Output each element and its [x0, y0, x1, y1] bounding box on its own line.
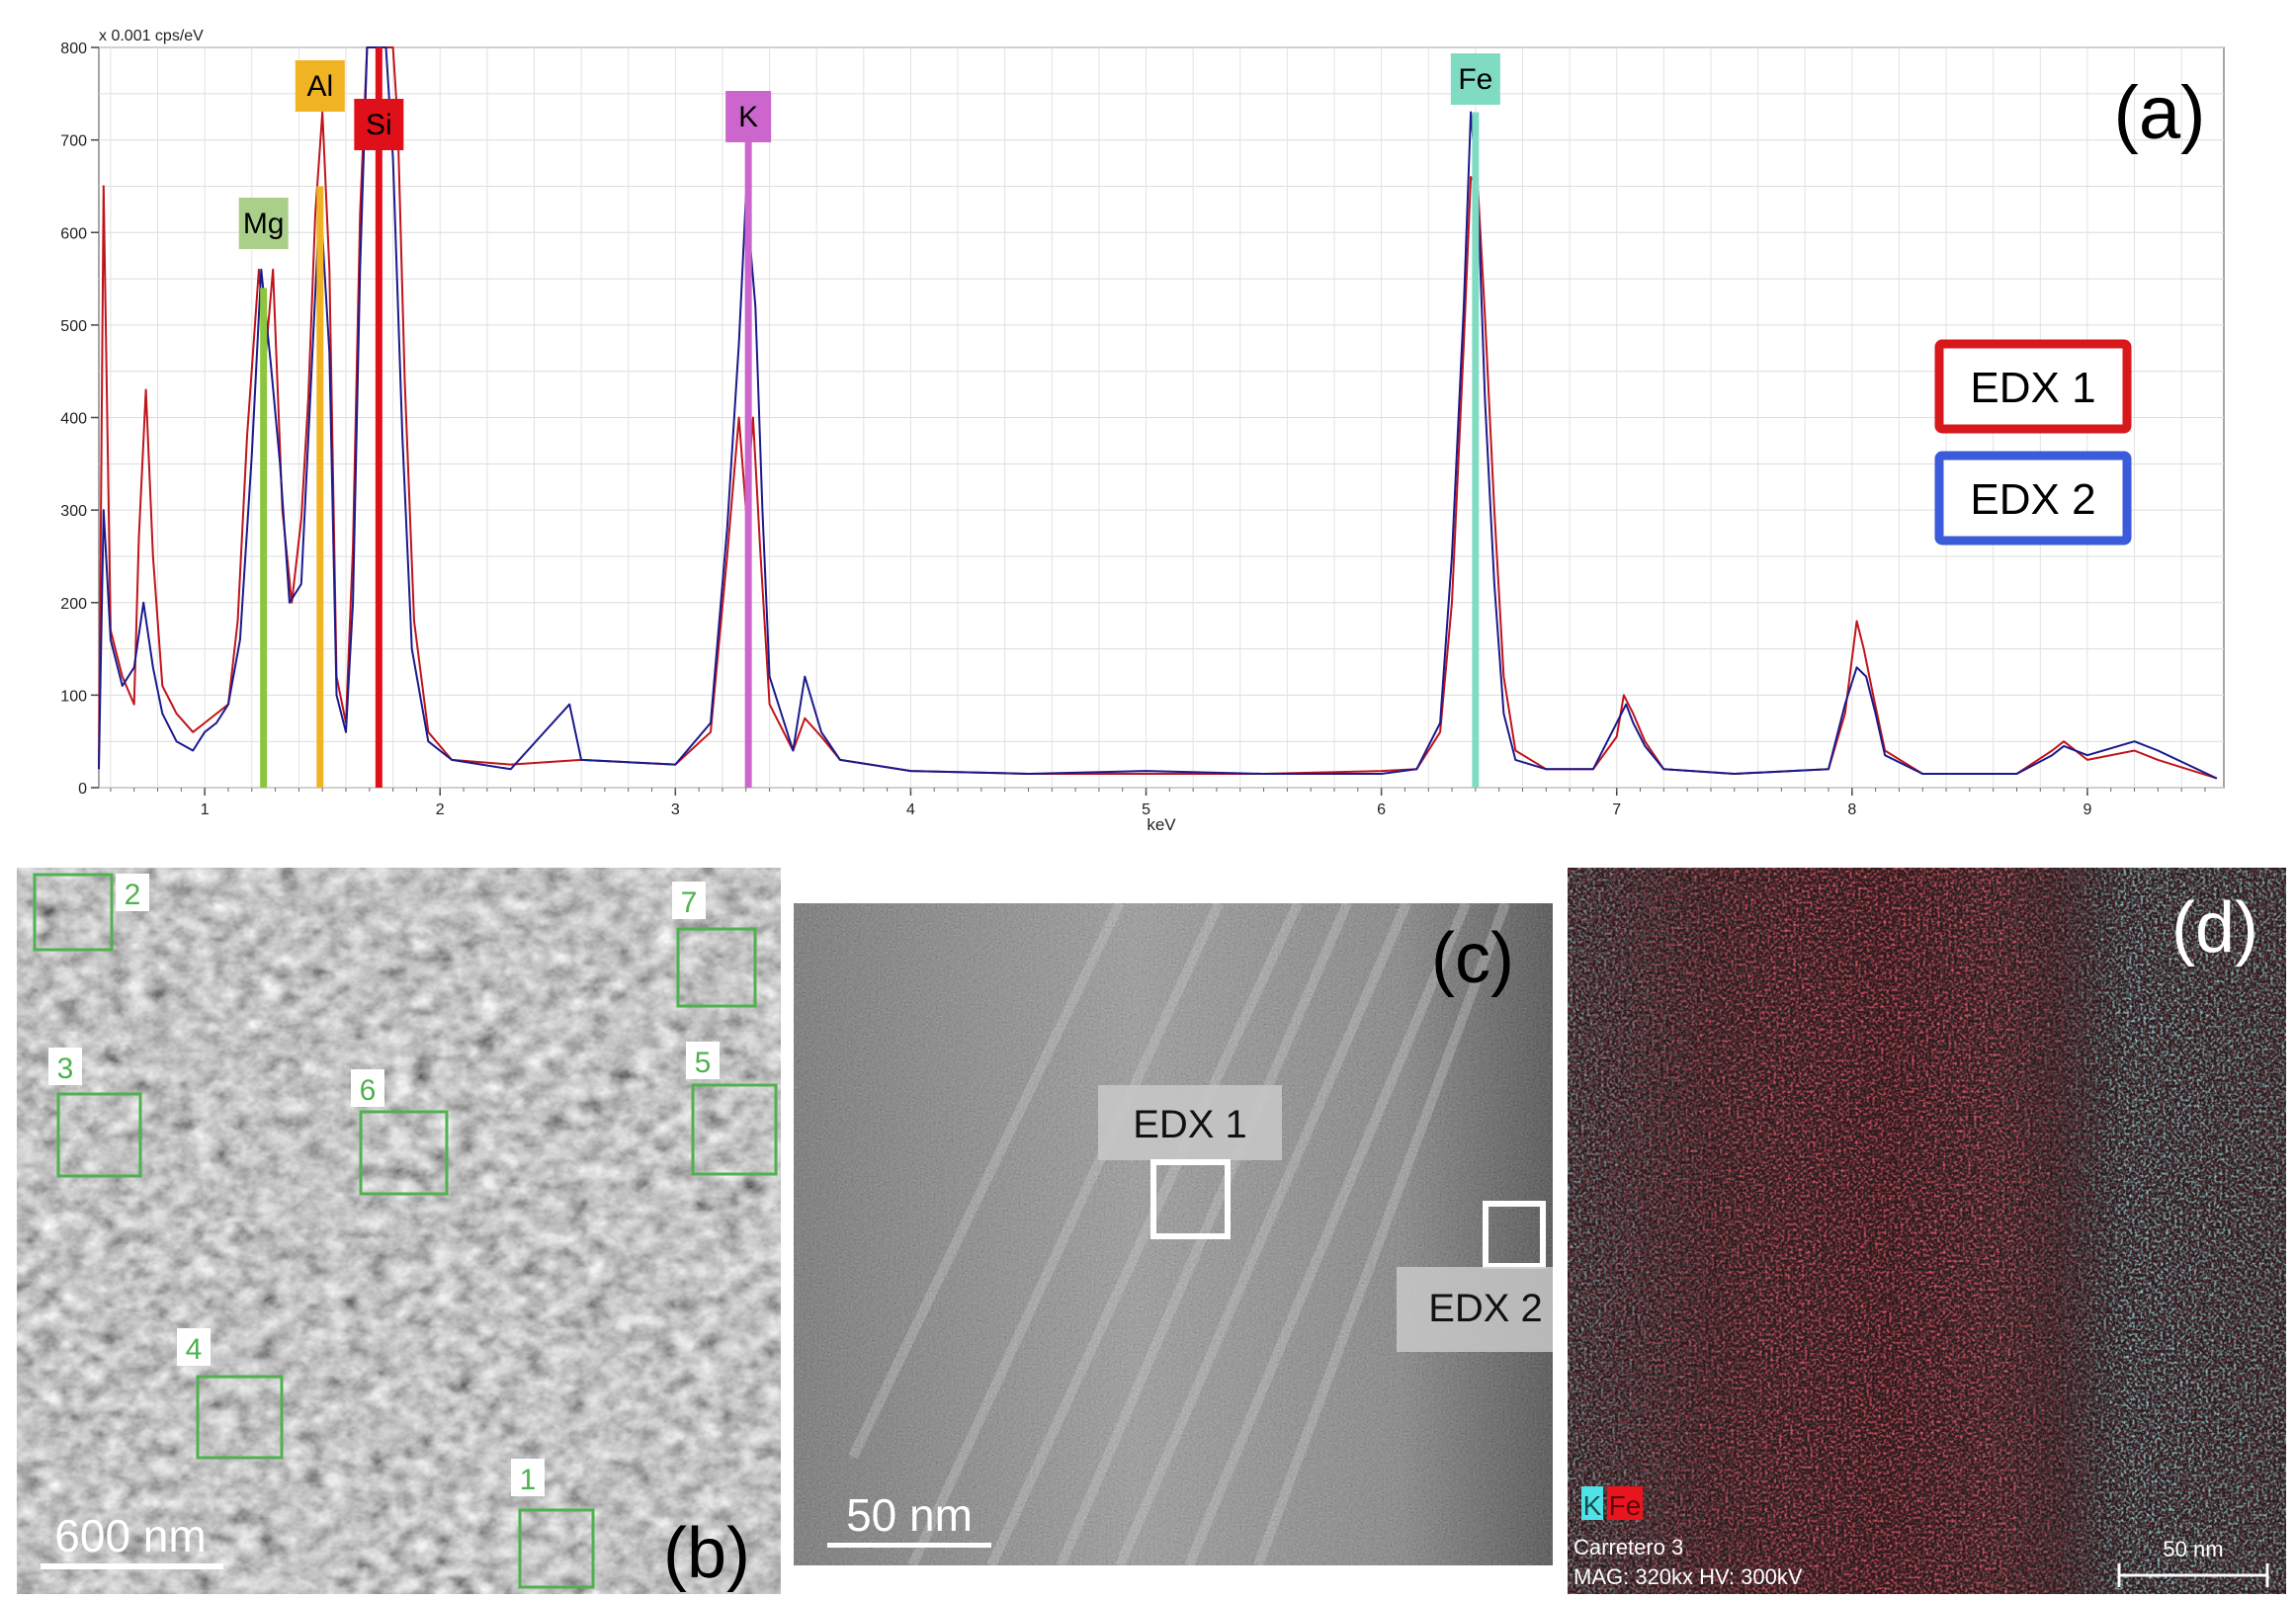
scale-bar-label: 50 nm	[2163, 1537, 2223, 1561]
region-number-labels: 2 7 3 6 5 4 1	[48, 874, 720, 1496]
y-tick-label: 400	[60, 411, 87, 428]
edx-region-box	[1150, 1159, 1231, 1239]
y-tick-label: 700	[60, 133, 87, 150]
y-unit-label: x 0.001 cps/eV	[99, 28, 204, 44]
map-key-swatch	[1607, 1486, 1643, 1520]
element-marker-box	[725, 91, 772, 142]
sample-region-box	[56, 1092, 142, 1178]
scale-bar	[827, 1543, 991, 1548]
map-key-label: Fe	[1609, 1490, 1642, 1521]
element-marker-box	[295, 60, 345, 112]
y-tick-label: 0	[78, 781, 87, 798]
region-number: 3	[57, 1053, 74, 1085]
y-tick-label: 100	[60, 688, 87, 705]
sample-region-box	[359, 1110, 449, 1196]
panel-b-micrograph: 2 7 3 6 5 4 1 600 nm (b)	[17, 868, 781, 1594]
x-tick-label: 4	[906, 801, 915, 818]
scale-bar-label: 50 nm	[846, 1489, 973, 1541]
legend-entry-box	[1934, 451, 2132, 546]
panel-d-edx-map: (d) K Fe Carretero 3 MAG: 320kx HV: 300k…	[1568, 868, 2286, 1594]
x-tick-label: 2	[436, 801, 445, 818]
element-marker-label: Mg	[243, 208, 285, 240]
element-marker-box	[1450, 53, 1500, 105]
sample-region-box	[676, 927, 757, 1008]
map-key-label: K	[1583, 1490, 1602, 1521]
sample-region-box	[518, 1508, 595, 1589]
region-number: 4	[186, 1333, 203, 1366]
edx-region-label-bg	[1397, 1267, 1553, 1352]
element-marker-box	[238, 198, 289, 249]
y-tick-label: 800	[60, 41, 87, 57]
region-number: 5	[695, 1047, 712, 1079]
edx-region-label: EDX 1	[1133, 1103, 1247, 1146]
x-tick-label: 9	[2083, 801, 2091, 818]
x-tick-label: 8	[1847, 801, 1856, 818]
scale-bar	[41, 1563, 223, 1569]
panel-c-image: EDX 1 EDX 2 50 nm (c)	[794, 903, 1553, 1565]
y-tick-label: 300	[60, 503, 87, 520]
region-number: 7	[681, 886, 698, 919]
panel-d-image: (d) K Fe Carretero 3 MAG: 320kx HV: 300k…	[1568, 868, 2286, 1594]
x-tick-label: 1	[201, 801, 210, 818]
chart-grid	[98, 46, 2225, 789]
x-tick-label: 5	[1142, 801, 1150, 818]
panel-b-image: 2 7 3 6 5 4 1 600 nm (b)	[17, 868, 781, 1594]
edx-region-label-bg	[1098, 1085, 1282, 1160]
edx-regions: EDX 1 EDX 2	[1098, 1085, 1553, 1352]
element-marker-label: K	[738, 101, 758, 133]
element-marker-box	[354, 99, 404, 150]
element-markers: Mg Al Si K Fe	[238, 47, 1500, 788]
legend-entry-box	[1934, 339, 2132, 434]
legend-entry-label: EDX 1	[1970, 364, 2095, 412]
sample-region-box	[691, 1083, 778, 1176]
sample-region-box	[33, 873, 114, 952]
chart-series	[98, 46, 2218, 780]
element-map-key: K Fe	[1581, 1486, 1643, 1521]
chart-axes: 0 100 200 300 400 500 600 700 800 1 2 3 4 5 6 7 8 9	[60, 41, 2206, 818]
sample-region-box	[196, 1375, 284, 1460]
x-tick-label: 6	[1377, 801, 1386, 818]
edx-spectrum-chart: 0 100 200 300 400 500 600 700 800 1 2 3 4 5 6 7 8 9 Mg Al S…	[60, 28, 2225, 834]
element-marker-label: Si	[366, 109, 392, 141]
region-number: 1	[520, 1464, 537, 1496]
x-tick-label: 7	[1612, 801, 1621, 818]
x-tick-label: 3	[671, 801, 680, 818]
edx-region-label: EDX 2	[1428, 1287, 1543, 1330]
panel-d-label: (d)	[2171, 888, 2258, 968]
y-tick-label: 500	[60, 318, 87, 335]
panel-c-label: (c)	[1431, 919, 1514, 998]
region-number: 6	[360, 1074, 377, 1107]
region-number: 2	[125, 879, 141, 911]
map-key-swatch	[1581, 1486, 1603, 1520]
panel-b-label: (b)	[663, 1514, 750, 1593]
legend-entry-label: EDX 2	[1970, 475, 2095, 524]
x-axis-label: keV	[1147, 815, 1176, 834]
scale-bar	[2117, 1563, 2269, 1587]
sample-name: Carretero 3	[1573, 1535, 1683, 1559]
panel-c-micrograph: EDX 1 EDX 2 50 nm (c)	[794, 903, 1553, 1565]
element-marker-label: Fe	[1458, 63, 1492, 96]
element-marker-label: Al	[306, 70, 333, 103]
y-tick-label: 600	[60, 225, 87, 242]
scale-bar-label: 600 nm	[54, 1510, 206, 1561]
chart-legend: EDX 1 EDX 2	[1934, 339, 2132, 546]
sample-regions	[33, 873, 778, 1589]
edx-region-box	[1483, 1201, 1546, 1269]
acquisition-settings: MAG: 320kx HV: 300kV	[1573, 1564, 1803, 1589]
y-tick-label: 200	[60, 596, 87, 613]
series-line-2	[98, 46, 2218, 780]
panel-a-label: (a)	[2114, 71, 2206, 155]
